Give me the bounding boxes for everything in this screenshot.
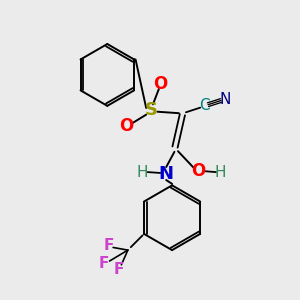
Text: F: F xyxy=(103,238,114,253)
Text: O: O xyxy=(153,75,167,93)
Text: O: O xyxy=(119,117,134,135)
Text: N: N xyxy=(159,165,174,183)
Text: H: H xyxy=(137,165,148,180)
Text: H: H xyxy=(214,165,226,180)
Text: C: C xyxy=(199,98,210,113)
Text: F: F xyxy=(114,262,124,277)
Text: N: N xyxy=(219,92,231,107)
Text: S: S xyxy=(145,101,158,119)
Text: O: O xyxy=(191,162,206,180)
Text: F: F xyxy=(99,256,110,271)
